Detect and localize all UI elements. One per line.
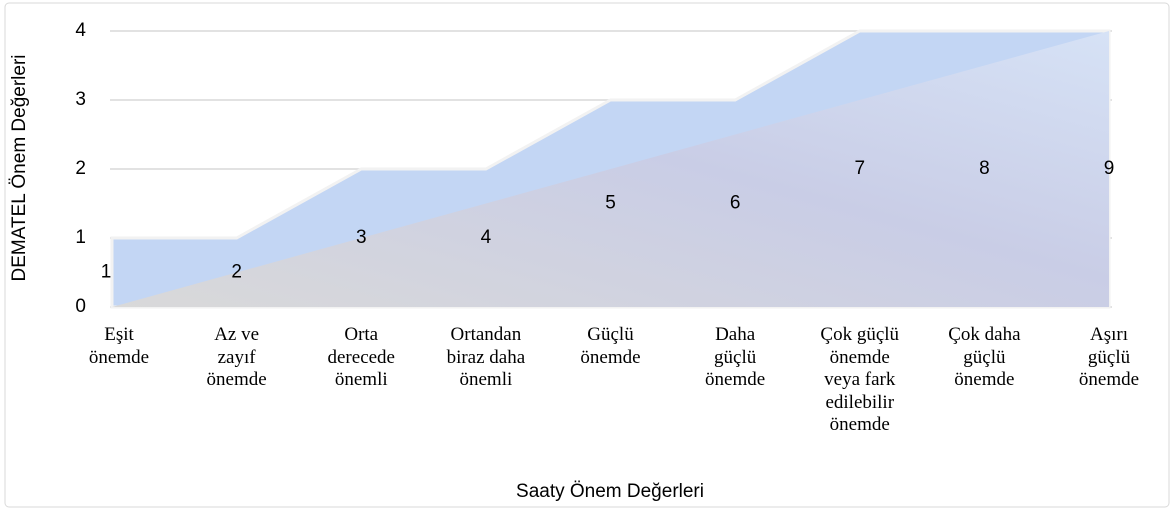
data-label: 2 <box>231 262 242 283</box>
x-tick-label: Az ve zayıf önemde <box>206 324 267 390</box>
x-axis-title: Saaty Önem Değerleri <box>516 481 704 502</box>
x-tick-label: Eşit önemde <box>88 324 150 368</box>
data-label: 6 <box>730 193 741 214</box>
data-label: 5 <box>605 193 616 214</box>
x-tick-label: Orta derecede önemli <box>327 324 396 390</box>
x-tick-label: Daha güçlü önemde <box>705 324 766 390</box>
data-label: 3 <box>356 227 367 248</box>
data-label: 7 <box>854 158 865 179</box>
x-tick-label: Çok daha güçlü önemde <box>948 324 1021 390</box>
data-label: 1 <box>101 262 112 283</box>
labels: 1 2 3 4 5 6 7 8 9 <box>101 158 1115 283</box>
x-tick-label: Aşırı güçlü önemde <box>1078 324 1140 390</box>
y-tick-label: 3 <box>75 89 86 110</box>
data-label: 9 <box>1104 158 1115 179</box>
data-label: 4 <box>481 227 492 248</box>
x-tick-label: Ortandan biraz daha önemli <box>446 324 526 390</box>
y-tick-label: 2 <box>75 158 86 179</box>
y-axis-title: DEMATEL Önem Değerleri <box>9 54 30 281</box>
y-tick-label: 4 <box>75 20 86 41</box>
data-label: 8 <box>979 158 990 179</box>
shading <box>112 31 1109 307</box>
y-tick-label: 0 <box>75 296 86 317</box>
x-tick-label: Güçlü önemde <box>580 324 641 368</box>
x-tick-label: Çok güçlü önemde veya fark edilebilir ön… <box>820 324 900 435</box>
y-tick-label: 1 <box>75 227 86 248</box>
